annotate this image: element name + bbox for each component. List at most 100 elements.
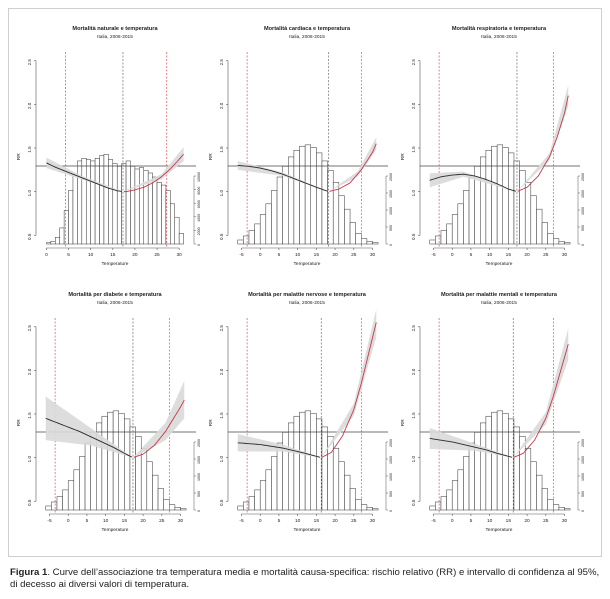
x-tick-label: 10 <box>295 252 301 258</box>
histogram-bar <box>508 418 515 511</box>
x-axis-label: Temperature <box>102 527 129 533</box>
histogram-bar <box>125 160 131 245</box>
histogram-bar <box>85 159 91 245</box>
histogram-bar <box>103 153 109 245</box>
x-tick-label: 15 <box>314 518 320 524</box>
chart-subtitle: Italia, 2006-2015 <box>289 34 325 40</box>
histogram-axis-label: 500 <box>389 225 393 231</box>
histogram-bar <box>530 461 537 511</box>
x-tick-label: -5 <box>431 252 436 258</box>
histogram-bar <box>124 418 131 511</box>
y-tick-label: 1.5 <box>219 412 224 419</box>
histogram-bar <box>558 507 565 511</box>
x-tick-label: 5 <box>470 252 473 258</box>
histogram-bar <box>293 415 300 511</box>
chart-title: Mortalità per diabete e temperatura <box>68 292 162 298</box>
histogram-bar <box>564 508 571 511</box>
y-axis-label: RR <box>400 419 406 426</box>
chart-title: Mortalità per malattie mentali e tempera… <box>441 292 558 298</box>
histogram-bar <box>429 239 436 245</box>
y-tick-label: 2.0 <box>27 368 32 375</box>
y-tick-label: 2.0 <box>219 368 224 375</box>
y-axis-label: RR <box>400 153 406 160</box>
x-tick-label: 0 <box>67 518 70 524</box>
histogram-bar <box>344 474 351 511</box>
histogram-bar <box>248 230 255 245</box>
histogram-bar <box>72 174 78 245</box>
y-tick-label: 1.0 <box>219 456 224 463</box>
x-tick-label: 30 <box>178 518 184 524</box>
confidence-band <box>46 147 184 192</box>
chart-subtitle: Italia, 2006-2015 <box>289 300 325 306</box>
histogram-axis-label: 1500 <box>389 190 393 198</box>
x-tick-label: 20 <box>332 252 338 258</box>
histogram-bar <box>55 237 60 245</box>
histogram-bar <box>140 448 148 511</box>
histogram-axis-label: 1000 <box>581 473 585 481</box>
histogram-bar <box>180 508 187 511</box>
x-tick-label: 0 <box>45 252 48 258</box>
histogram-bar <box>480 422 487 511</box>
histogram-bar <box>152 474 159 511</box>
histogram-bar <box>480 156 487 245</box>
histogram-bar <box>174 216 180 245</box>
chart-subtitle: Italia, 2006-2015 <box>481 300 517 306</box>
histogram-bar <box>243 235 250 245</box>
histogram-bar <box>299 145 306 245</box>
histogram-bar <box>259 214 267 245</box>
x-tick-label: 30 <box>176 252 182 258</box>
histogram-bar <box>547 233 554 245</box>
caption-label: Figura 1 <box>10 567 48 578</box>
y-tick-label: 2.5 <box>27 325 32 332</box>
figure-panels: Mortalità naturale e temperatura Italia, … <box>16 26 585 533</box>
histogram-axis-label: 1000 <box>389 473 393 481</box>
histogram-axis-label: 500 <box>581 225 585 231</box>
histogram-bar <box>77 160 83 245</box>
histogram-bar <box>265 203 272 245</box>
histogram-bar <box>46 242 52 245</box>
histogram-axis-label: 500 <box>389 491 393 497</box>
histogram-bar <box>474 432 481 511</box>
confidence-band <box>429 328 569 458</box>
histogram-bar <box>59 227 65 245</box>
x-tick-label: 15 <box>110 252 116 258</box>
histogram-bar <box>304 410 311 511</box>
histogram-bar <box>485 149 492 245</box>
rr-curve-cold <box>46 162 122 192</box>
figure-caption: Figura 1. Curve dell’associazione tra te… <box>10 567 600 591</box>
histogram-bar <box>321 426 328 511</box>
x-tick-label: 0 <box>451 518 454 524</box>
histogram-axis-label: 0 <box>197 244 201 246</box>
histogram-bar <box>293 149 300 245</box>
histogram-axis-label: 1500 <box>389 456 393 464</box>
histogram-bar <box>338 461 345 511</box>
histogram-bar <box>118 413 125 511</box>
chart-title: Mortalità naturale e temperatura <box>72 26 158 32</box>
x-tick-label: 5 <box>278 518 281 524</box>
histogram-bar <box>553 238 560 245</box>
histogram-bar <box>237 505 244 511</box>
y-tick-label: 0.5 <box>411 499 416 506</box>
histogram-bar <box>107 411 114 511</box>
chart-subtitle: Italia, 2006-2015 <box>97 34 133 40</box>
x-tick-label: 10 <box>487 252 493 258</box>
histogram-bar <box>94 158 100 245</box>
histogram-bar <box>63 210 69 245</box>
x-tick-label: 15 <box>506 252 512 258</box>
y-tick-label: 0.5 <box>219 499 224 506</box>
histogram-bar <box>288 422 295 511</box>
x-tick-label: 25 <box>351 252 357 258</box>
x-tick-label: 25 <box>154 252 160 258</box>
histogram-axis-label: 2000 <box>581 173 585 181</box>
x-tick-label: 0 <box>259 518 262 524</box>
histogram-bar <box>355 499 362 511</box>
y-axis-label: RR <box>208 419 214 426</box>
histogram-bar <box>282 166 289 245</box>
histogram-bar <box>547 499 554 511</box>
histogram-axis-label: 500 <box>581 491 585 497</box>
x-tick-label: 10 <box>487 518 493 524</box>
y-tick-label: 1.0 <box>411 190 416 197</box>
histogram-bar <box>429 505 436 511</box>
histogram-bar <box>361 238 368 245</box>
x-tick-label: 15 <box>506 518 512 524</box>
